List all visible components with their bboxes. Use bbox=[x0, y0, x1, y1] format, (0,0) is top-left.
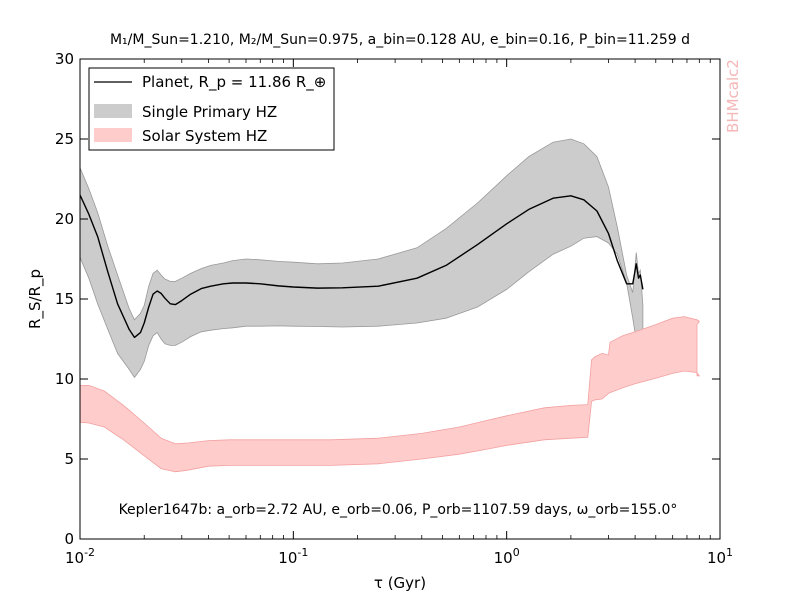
y-tick-label: 25 bbox=[55, 130, 74, 148]
y-tick-label: 15 bbox=[55, 290, 74, 308]
y-tick-label: 5 bbox=[64, 450, 74, 468]
x-tick-label: 10-2 bbox=[65, 546, 95, 567]
x-tick-label: 100 bbox=[494, 546, 520, 567]
solar-system-hz-band bbox=[79, 316, 701, 473]
legend-swatch-single-primary bbox=[94, 104, 132, 118]
legend-label-solar: Solar System HZ bbox=[142, 127, 267, 145]
legend: Planet, R_p = 11.86 R_⊕ Single Primary H… bbox=[88, 67, 335, 151]
data-bands bbox=[79, 138, 701, 473]
y-axis-label: R_S/R_p bbox=[26, 269, 45, 329]
axis-ticks bbox=[79, 58, 721, 540]
x-axis-label: τ (Gyr) bbox=[374, 574, 426, 592]
y-tick-label: 20 bbox=[55, 210, 74, 228]
planet-annotation: Kepler1647b: a_orb=2.72 AU, e_orb=0.06, … bbox=[119, 502, 678, 518]
legend-label-planet: Planet, R_p = 11.86 R_⊕ bbox=[142, 73, 326, 92]
watermark: BHMcalc2 bbox=[724, 59, 742, 133]
x-tick-label: 10-1 bbox=[278, 546, 308, 567]
axis-tick-labels: 10-2 10-1 100 101 0 5 10 15 20 25 30 bbox=[55, 50, 733, 567]
y-tick-label: 30 bbox=[55, 50, 74, 68]
data-lines bbox=[79, 194, 644, 339]
y-tick-label: 0 bbox=[64, 530, 74, 548]
planet-line bbox=[79, 194, 644, 339]
legend-label-single-primary: Single Primary HZ bbox=[142, 103, 277, 121]
legend-swatch-solar bbox=[94, 128, 132, 142]
chart-title: M₁/M_Sun=1.210, M₂/M_Sun=0.975, a_bin=0.… bbox=[110, 32, 690, 48]
x-tick-label: 101 bbox=[707, 546, 733, 567]
y-tick-label: 10 bbox=[55, 370, 74, 388]
